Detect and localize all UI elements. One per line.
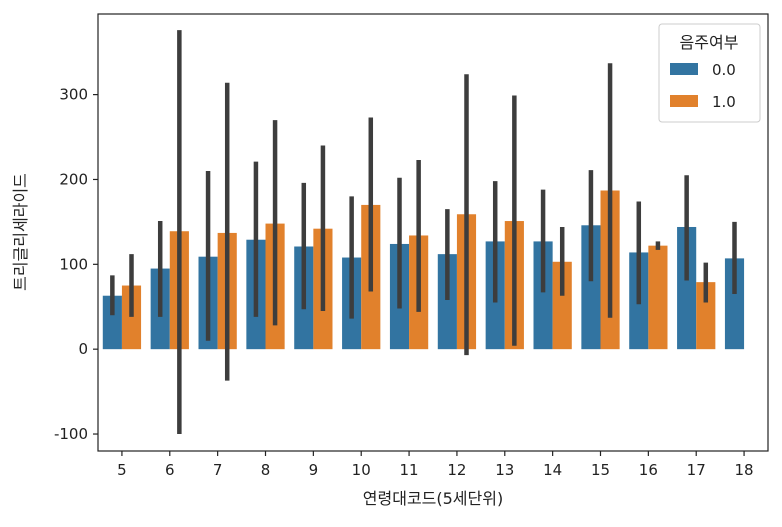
bar-0.0-5 <box>102 295 122 350</box>
bar-0.0-17 <box>677 226 697 350</box>
bar-0.0-12 <box>437 254 457 350</box>
y-axis-label: 트리글리세라이드 <box>11 173 30 291</box>
plot-frame <box>97 13 769 452</box>
y-tick-label: 0 <box>78 340 88 358</box>
x-tick-label: 8 <box>261 461 271 479</box>
bars-layer <box>102 190 745 350</box>
x-tick-label: 16 <box>639 461 658 479</box>
x-tick-label: 11 <box>400 461 419 479</box>
legend: 음주여부 0.0 1.0 <box>658 23 761 123</box>
x-tick-label: 12 <box>447 461 466 479</box>
bar-1.0-14 <box>552 261 572 350</box>
error-bars-layer <box>110 30 737 435</box>
x-tick-label: 9 <box>309 461 319 479</box>
x-tick-label: 18 <box>735 461 754 479</box>
legend-label-1: 1.0 <box>712 93 736 111</box>
x-axis-label: 연령대코드(5세단위) <box>363 489 503 508</box>
x-tick-label: 7 <box>213 461 223 479</box>
bar-0.0-15 <box>581 225 601 350</box>
y-axis: -100 0 100 200 300 <box>54 86 98 443</box>
x-tick-label: 17 <box>687 461 706 479</box>
y-tick-label: 100 <box>59 255 88 273</box>
bar-1.0-5 <box>121 285 142 350</box>
x-tick-label: 15 <box>591 461 610 479</box>
legend-swatch-1 <box>670 95 698 107</box>
y-tick-label: 300 <box>59 86 88 104</box>
x-axis: 5 6 7 8 9 10 11 12 13 14 15 16 17 18 <box>117 451 754 479</box>
legend-label-0: 0.0 <box>712 61 736 79</box>
x-tick-label: 13 <box>495 461 514 479</box>
y-tick-label: 200 <box>59 170 88 188</box>
y-tick-label: -100 <box>54 425 88 443</box>
x-tick-label: 10 <box>352 461 371 479</box>
x-tick-label: 5 <box>117 461 127 479</box>
legend-title: 음주여부 <box>680 33 739 52</box>
x-tick-label: 14 <box>543 461 562 479</box>
bar-1.0-17 <box>696 282 716 350</box>
bar-0.0-18 <box>724 258 745 350</box>
legend-swatch-0 <box>670 63 698 75</box>
bar-0.0-14 <box>533 241 553 350</box>
bar-1.0-16 <box>648 245 668 350</box>
x-tick-label: 6 <box>165 461 175 479</box>
